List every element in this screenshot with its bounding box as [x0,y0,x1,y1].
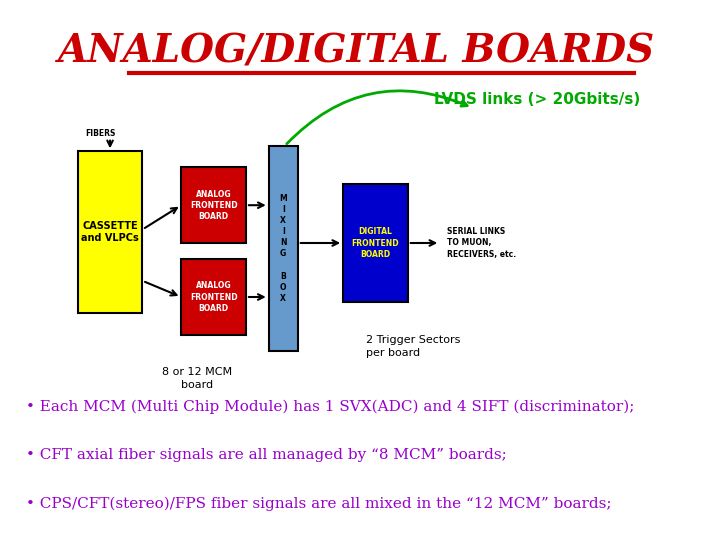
Text: FIBERS: FIBERS [85,129,115,138]
Text: 2 Trigger Sectors
per board: 2 Trigger Sectors per board [366,335,460,358]
Text: • Each MCM (Multi Chip Module) has 1 SVX(ADC) and 4 SIFT (discriminator);: • Each MCM (Multi Chip Module) has 1 SVX… [26,400,634,414]
Text: ANALOG/DIGITAL BOARDS: ANALOG/DIGITAL BOARDS [58,32,654,70]
FancyBboxPatch shape [181,259,246,335]
Text: ANALOG
FRONTEND
BOARD: ANALOG FRONTEND BOARD [190,190,238,221]
FancyBboxPatch shape [269,146,298,351]
Text: DIGITAL
FRONTEND
BOARD: DIGITAL FRONTEND BOARD [351,227,400,259]
Text: • CFT axial fiber signals are all managed by “8 MCM” boards;: • CFT axial fiber signals are all manage… [26,448,507,462]
Text: 8 or 12 MCM
board: 8 or 12 MCM board [163,367,233,390]
Text: CASSETTE
and VLPCs: CASSETTE and VLPCs [81,221,139,244]
FancyBboxPatch shape [181,167,246,243]
Text: • CPS/CFT(stereo)/FPS fiber signals are all mixed in the “12 MCM” boards;: • CPS/CFT(stereo)/FPS fiber signals are … [26,497,611,511]
Text: ANALOG
FRONTEND
BOARD: ANALOG FRONTEND BOARD [190,281,238,313]
Text: SERIAL LINKS
TO MUON,
RECEIVERS, etc.: SERIAL LINKS TO MUON, RECEIVERS, etc. [446,227,516,259]
Text: LVDS links (> 20Gbits/s): LVDS links (> 20Gbits/s) [434,92,640,107]
FancyBboxPatch shape [343,184,408,302]
FancyBboxPatch shape [78,151,143,313]
Text: M
I
X
I
N
G

B
O
X: M I X I N G B O X [279,194,287,303]
